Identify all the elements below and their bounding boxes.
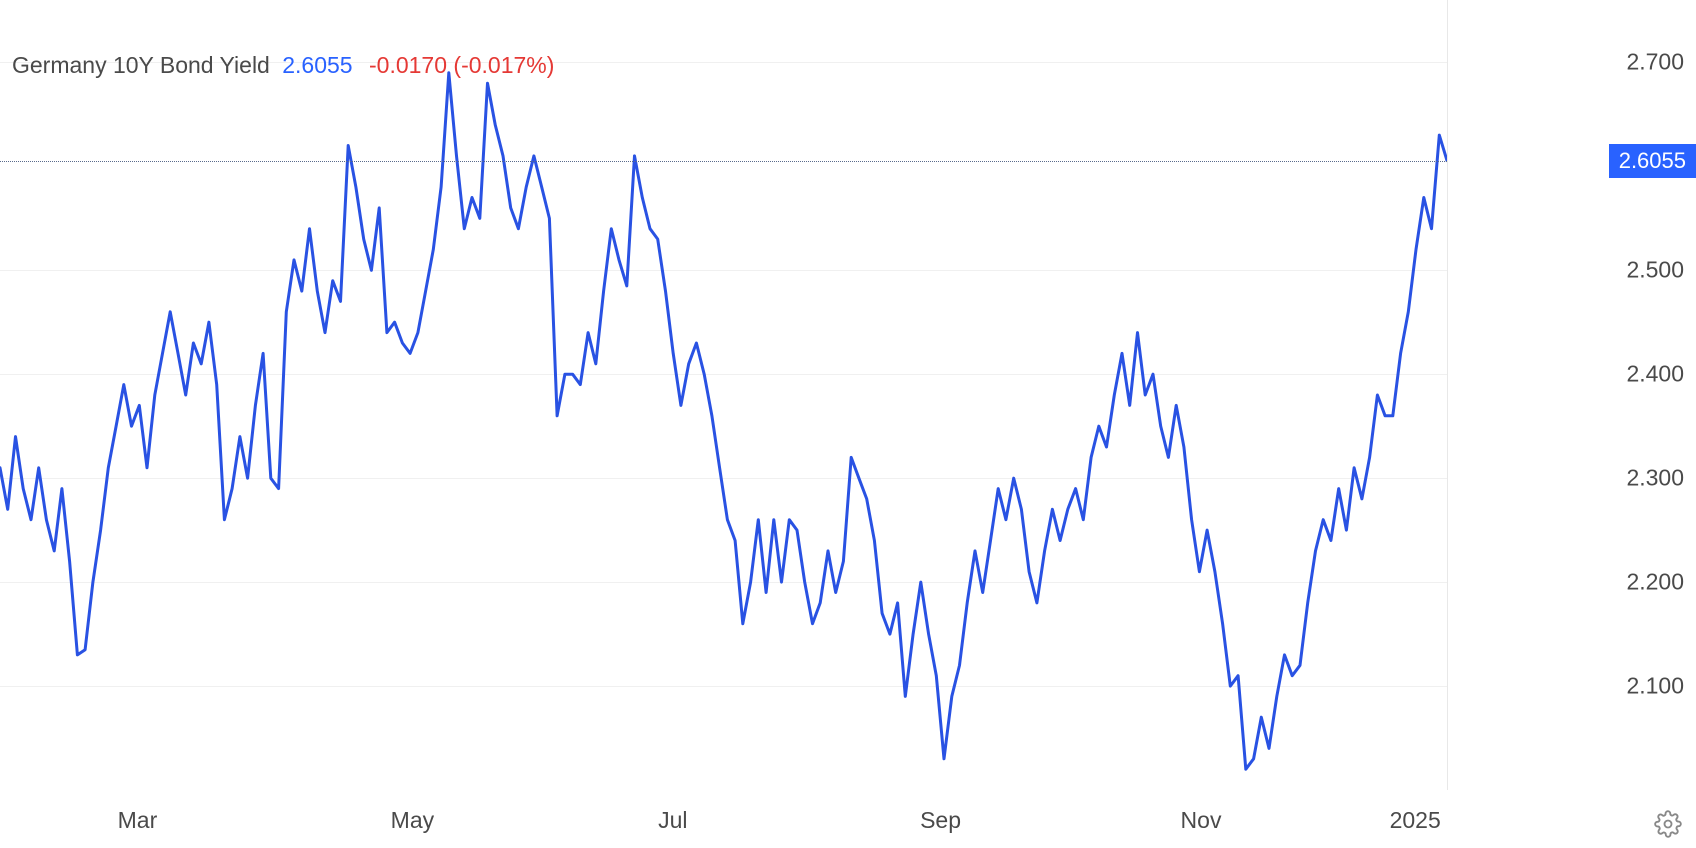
current-value-badge-text: 2.6055 xyxy=(1619,148,1686,173)
chart-change: -0.0170 (-0.017%) xyxy=(369,52,554,78)
y-tick-label: 2.500 xyxy=(1626,257,1684,284)
line-series xyxy=(0,0,1447,790)
x-tick-label: Nov xyxy=(1181,807,1222,834)
x-tick-label: Mar xyxy=(118,807,158,834)
chart-header: Germany 10Y Bond Yield 2.6055 -0.0170 (-… xyxy=(12,52,554,79)
x-tick-label: Sep xyxy=(920,807,961,834)
chart-change-pct: (-0.017%) xyxy=(453,52,554,78)
chart-title: Germany 10Y Bond Yield xyxy=(12,52,270,78)
x-tick-label: Jul xyxy=(658,807,687,834)
y-tick-label: 2.400 xyxy=(1626,361,1684,388)
y-tick-label: 2.100 xyxy=(1626,673,1684,700)
y-axis-divider xyxy=(1447,0,1448,790)
y-tick-label: 2.300 xyxy=(1626,465,1684,492)
gear-icon[interactable] xyxy=(1654,810,1682,838)
y-tick-label: 2.700 xyxy=(1626,49,1684,76)
chart-current-value: 2.6055 xyxy=(282,52,352,78)
chart-change-abs: -0.0170 xyxy=(369,52,447,78)
current-value-line xyxy=(0,161,1447,162)
yield-chart[interactable]: Germany 10Y Bond Yield 2.6055 -0.0170 (-… xyxy=(0,0,1696,848)
y-tick-label: 2.200 xyxy=(1626,569,1684,596)
current-value-badge: 2.6055 xyxy=(1609,144,1696,178)
x-tick-label: 2025 xyxy=(1390,807,1441,834)
x-tick-label: May xyxy=(391,807,434,834)
